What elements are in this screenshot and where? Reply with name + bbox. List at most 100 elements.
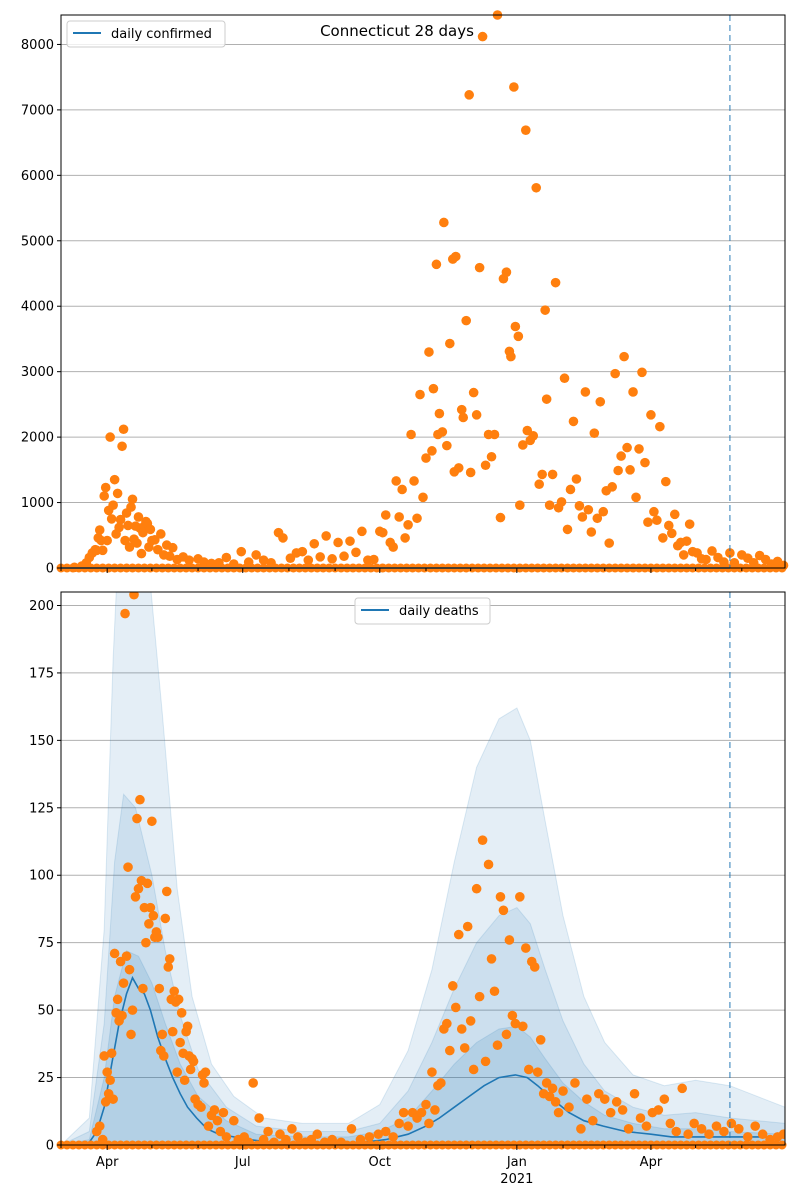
confirmed-point bbox=[369, 554, 379, 565]
confirmed-point bbox=[619, 351, 629, 362]
confirmed-point bbox=[684, 519, 695, 529]
confirmed-point bbox=[278, 533, 288, 543]
deaths-point bbox=[169, 986, 180, 997]
confirmed-point bbox=[537, 469, 547, 480]
deaths-point bbox=[462, 921, 473, 932]
deaths-point bbox=[576, 1124, 586, 1134]
x-tick-label: Apr bbox=[96, 1155, 119, 1170]
confirmed-point bbox=[540, 305, 550, 315]
confirmed-point bbox=[321, 531, 331, 541]
confirmed-point bbox=[678, 550, 689, 560]
confirmed-point bbox=[501, 267, 512, 277]
confirmed-grid bbox=[61, 43, 785, 569]
confirmed-point bbox=[562, 524, 573, 535]
confirmed-point bbox=[112, 488, 123, 499]
confirmed-point bbox=[394, 512, 404, 522]
deaths-y-tick-label: 0 bbox=[46, 1139, 54, 1154]
confirmed-axes-frame bbox=[60, 14, 786, 569]
deaths-point bbox=[102, 1067, 112, 1077]
confirmed-point bbox=[486, 451, 497, 462]
confirmed-point bbox=[495, 512, 506, 523]
deaths-point bbox=[570, 1078, 580, 1088]
deaths-point bbox=[480, 1056, 491, 1067]
confirmed-point bbox=[631, 492, 641, 503]
deaths-point bbox=[750, 1121, 761, 1131]
deaths-point bbox=[212, 1115, 223, 1126]
confirmed-point bbox=[309, 538, 320, 549]
deaths-point bbox=[459, 1043, 470, 1053]
deaths-point bbox=[161, 886, 172, 897]
deaths-point bbox=[179, 1075, 190, 1086]
deaths-point bbox=[355, 1134, 366, 1145]
confirmed-point bbox=[725, 548, 735, 558]
confirmed-point bbox=[102, 535, 112, 546]
confirmed-point bbox=[427, 446, 437, 456]
confirmed-point bbox=[480, 460, 491, 471]
deaths-point bbox=[564, 1102, 574, 1113]
confirmed-point bbox=[613, 465, 623, 476]
deaths-point bbox=[447, 981, 458, 991]
deaths-point bbox=[477, 835, 488, 845]
deaths-point bbox=[138, 983, 148, 994]
confirmed-legend: daily confirmed bbox=[66, 20, 226, 48]
deaths-point bbox=[677, 1083, 688, 1094]
confirmed-point bbox=[640, 457, 650, 468]
deaths-point bbox=[145, 902, 156, 913]
deaths-legend: daily deaths bbox=[354, 597, 491, 625]
deaths-point bbox=[599, 1094, 610, 1104]
confirmed-y-tick-label: 5000 bbox=[21, 234, 54, 249]
deaths-point bbox=[117, 1010, 127, 1021]
deaths-point bbox=[209, 1105, 220, 1115]
confirmed-point bbox=[409, 476, 419, 486]
confirmed-point bbox=[456, 404, 467, 415]
confirmed-point bbox=[707, 546, 717, 556]
confirmed-point bbox=[580, 387, 591, 397]
deaths-point bbox=[364, 1132, 375, 1142]
confirmed-point bbox=[571, 474, 582, 484]
confirmed-point bbox=[610, 368, 620, 379]
deaths-point bbox=[486, 954, 497, 964]
deaths-point bbox=[105, 1075, 115, 1086]
confirmed-point bbox=[681, 536, 692, 546]
deaths-point bbox=[529, 962, 540, 972]
confirmed-point bbox=[388, 542, 399, 552]
deaths-point bbox=[158, 1051, 169, 1061]
confirmed-point bbox=[412, 513, 422, 524]
confirmed-point bbox=[339, 551, 349, 562]
deaths-point bbox=[182, 1021, 193, 1032]
deaths-point bbox=[293, 1132, 303, 1142]
deaths-point bbox=[164, 954, 175, 964]
deaths-point bbox=[127, 1005, 138, 1015]
deaths-point bbox=[196, 1102, 206, 1113]
confirmed-point bbox=[510, 321, 521, 332]
confirmed-point bbox=[106, 514, 117, 524]
deaths-point bbox=[172, 1067, 182, 1077]
deaths-point bbox=[719, 1126, 729, 1137]
deaths-point bbox=[269, 1137, 279, 1145]
confirmed-point bbox=[431, 259, 442, 270]
confirmed-point bbox=[145, 524, 156, 535]
deaths-y-tick-label: 50 bbox=[37, 1004, 54, 1019]
confirmed-point bbox=[544, 500, 555, 510]
deaths-uncertainty-bands bbox=[61, 592, 785, 1145]
confirmed-point bbox=[531, 182, 542, 193]
confirmed-point bbox=[100, 482, 111, 493]
confirmed-point bbox=[94, 525, 105, 535]
deaths-point bbox=[388, 1132, 399, 1142]
confirmed-point bbox=[634, 444, 644, 454]
confirmed-point bbox=[424, 347, 434, 357]
deaths-point bbox=[617, 1105, 628, 1115]
deaths-point bbox=[126, 1029, 136, 1040]
confirmed-point bbox=[127, 494, 138, 505]
confirmed-point bbox=[607, 482, 617, 492]
deaths-point bbox=[221, 1132, 232, 1142]
confirmed-point bbox=[437, 427, 448, 437]
confirmed-y-ticks: 0 1000 2000 3000 4000 5000 6000 7000 8000 bbox=[21, 38, 61, 577]
deaths-point bbox=[605, 1107, 616, 1118]
deaths-point bbox=[659, 1094, 670, 1104]
confirmed-point bbox=[258, 555, 269, 565]
deaths-point bbox=[144, 919, 154, 929]
confirmed-point bbox=[453, 463, 464, 473]
confirmed-point bbox=[400, 533, 410, 543]
confirmed-point bbox=[477, 31, 488, 42]
